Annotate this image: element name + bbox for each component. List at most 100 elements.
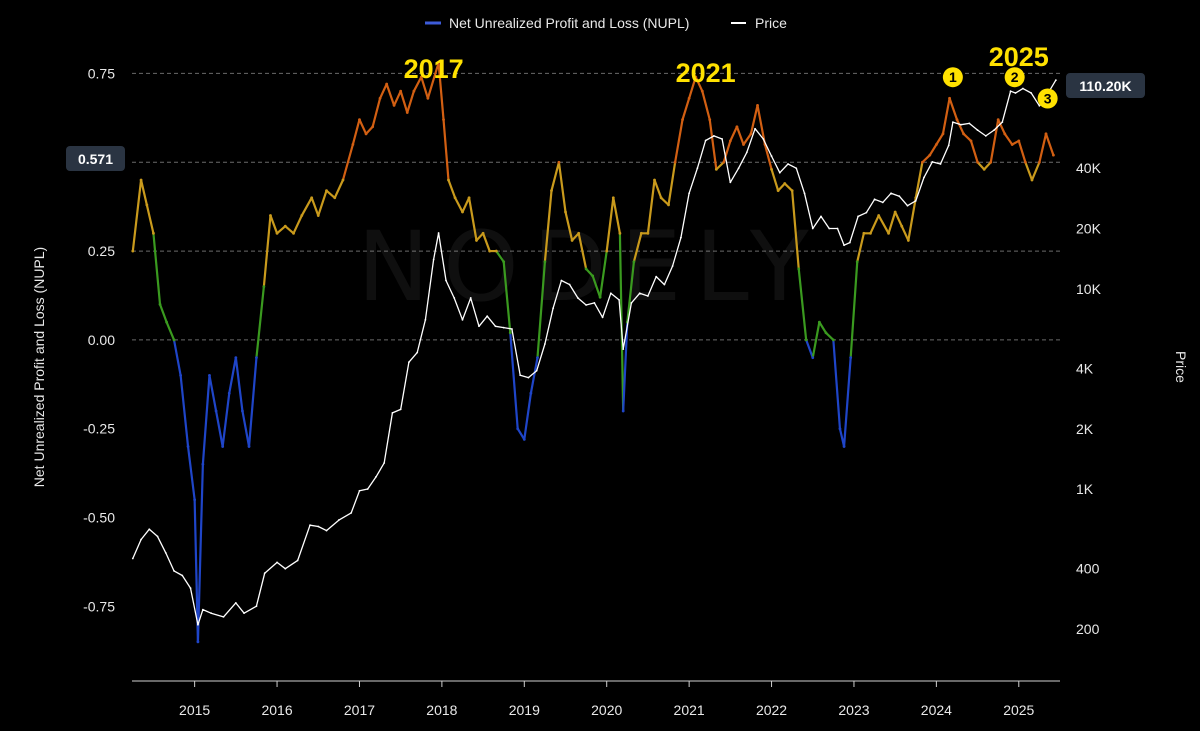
nupl-point	[494, 249, 498, 253]
price-point	[453, 297, 456, 299]
price-point	[366, 488, 369, 490]
nupl-segment	[976, 161, 986, 171]
nupl-point	[855, 260, 859, 264]
nupl-segment	[612, 196, 622, 235]
price-point	[263, 572, 266, 575]
marker-3-circle	[1037, 88, 1058, 109]
nupl-segment	[849, 260, 859, 359]
x-tick-label: 2022	[756, 702, 787, 718]
nupl-point	[989, 160, 993, 164]
nupl-segment	[701, 90, 711, 121]
price-point	[560, 279, 563, 282]
nupl-segment	[214, 409, 224, 448]
price-point	[704, 139, 707, 142]
nupl-segment	[928, 143, 938, 157]
legend[interactable]: Net Unrealized Profit and Loss (NUPL) Pr…	[425, 15, 787, 31]
nupl-segment	[869, 214, 880, 235]
price-point	[647, 295, 649, 297]
nupl-segment	[811, 321, 821, 359]
nupl-point	[618, 231, 622, 235]
nupl-point	[426, 96, 430, 100]
nupl-segment	[399, 90, 409, 114]
price-point	[461, 318, 464, 321]
y-right-tick-label: 40K	[1076, 160, 1102, 176]
nupl-point	[447, 178, 450, 182]
nupl-point	[659, 196, 663, 200]
nupl-point	[749, 132, 753, 136]
nupl-point	[591, 274, 595, 278]
price-point	[712, 135, 715, 137]
nupl-point	[358, 118, 361, 122]
price-point	[787, 163, 789, 165]
nupl-segment	[275, 225, 287, 235]
nupl-segment	[948, 97, 959, 121]
price-point	[778, 171, 781, 174]
nupl-segment	[667, 161, 677, 206]
nupl-segment	[564, 210, 574, 242]
price-point	[408, 361, 410, 364]
nupl-segment	[941, 97, 951, 135]
nupl-segment	[131, 178, 143, 253]
nupl-point	[529, 391, 533, 395]
nupl-point	[247, 445, 251, 448]
nupl-point	[681, 118, 684, 122]
nupl-segment	[179, 374, 190, 448]
nupl-segment	[660, 196, 670, 206]
price-point	[585, 304, 588, 306]
nupl-point	[584, 267, 588, 271]
nupl-point	[351, 143, 355, 146]
price-point	[622, 348, 625, 350]
nupl-segment	[797, 267, 808, 342]
nupl-point	[371, 125, 375, 129]
nupl-point	[557, 160, 561, 164]
price-point	[173, 570, 175, 572]
nupl-point	[906, 239, 910, 242]
price-point	[729, 181, 732, 184]
nupl-point	[646, 231, 650, 235]
nupl-segment	[269, 214, 279, 235]
nupl-segment	[969, 139, 979, 164]
nupl-segment	[378, 82, 388, 100]
nupl-segment	[674, 118, 684, 164]
y-right-tick-label: 1K	[1076, 481, 1094, 497]
nupl-segment	[791, 189, 800, 270]
legend-price-label: Price	[755, 15, 787, 31]
nupl-point	[887, 231, 890, 235]
nupl-segment	[770, 168, 780, 192]
x-tick-label: 2024	[921, 702, 952, 718]
price-point	[1022, 87, 1024, 90]
nupl-segment	[907, 196, 917, 242]
nupl-point	[255, 356, 258, 360]
price-point	[1030, 92, 1033, 94]
nupl-current-value-badge: 0.571	[66, 146, 125, 171]
nupl-point	[941, 132, 945, 136]
price-current-value-badge: 110.20K	[1066, 73, 1145, 98]
nupl-point	[221, 445, 225, 448]
nupl-point	[333, 196, 337, 200]
nupl-segment	[262, 214, 272, 288]
nupl-segment	[605, 196, 615, 253]
nupl-point	[467, 196, 471, 200]
nupl-point	[653, 178, 656, 182]
nupl-segment	[632, 232, 643, 263]
nupl-point	[611, 196, 615, 200]
y-left-tick-label: -0.75	[83, 598, 115, 614]
price-point	[486, 315, 489, 318]
nupl-segment	[461, 196, 471, 214]
nupl-point	[1037, 160, 1041, 164]
price-point	[638, 292, 641, 295]
nupl-point	[325, 189, 328, 193]
price-point	[535, 369, 538, 372]
nupl-point	[201, 462, 205, 466]
nupl-point	[756, 104, 759, 107]
nupl-segment	[997, 118, 1006, 135]
nupl-point	[145, 203, 149, 207]
nupl-segment	[585, 267, 594, 278]
nupl-segment	[832, 338, 842, 430]
nupl-segment	[887, 210, 897, 235]
nupl-segment	[756, 104, 767, 146]
nupl-point	[790, 189, 794, 193]
nupl-segment	[626, 260, 636, 324]
nupl-point	[172, 338, 176, 342]
nupl-segment	[234, 356, 244, 413]
